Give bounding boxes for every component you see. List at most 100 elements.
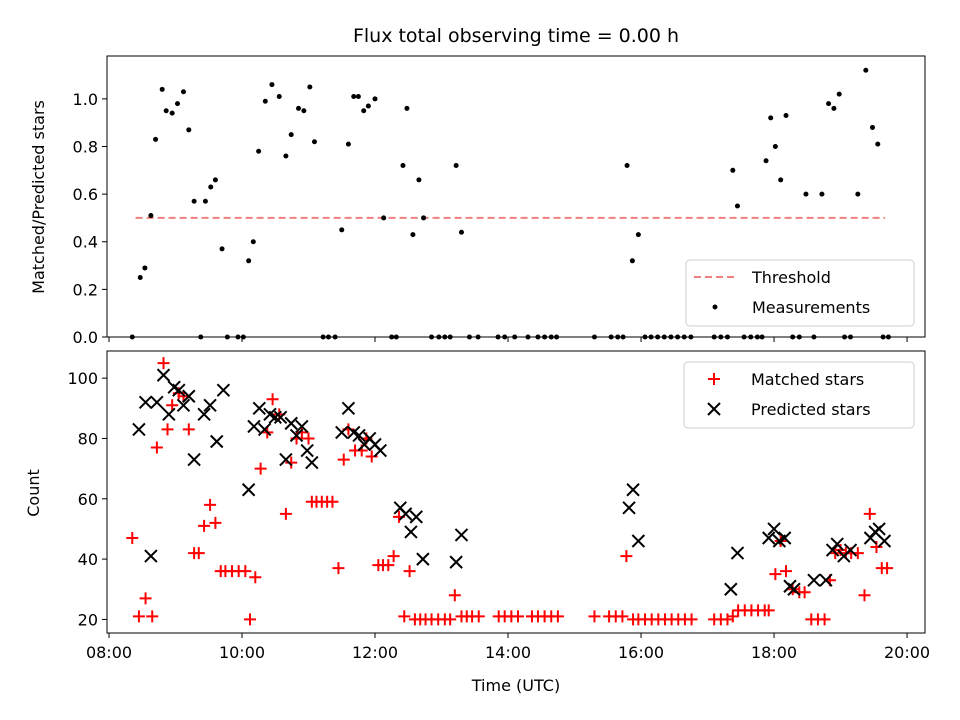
matched-star-point: [126, 531, 139, 544]
matched-star-point: [192, 547, 205, 560]
predicted-star-point: [279, 452, 293, 467]
predicted-star-point: [843, 543, 858, 557]
predicted-star-point: [257, 422, 272, 437]
measurement-point: [202, 198, 208, 204]
predicted-star-point: [767, 522, 781, 536]
measurements-layer: [129, 67, 891, 340]
predicted-star-point: [241, 483, 256, 497]
predicted-star-point: [404, 525, 418, 539]
x-axis-label: Time (UTC): [471, 676, 560, 695]
matched-star-point: [881, 562, 894, 575]
matched-star-point: [302, 432, 315, 445]
measurement-point: [453, 163, 459, 169]
measurement-point: [137, 274, 143, 280]
predicted-star-point: [631, 534, 646, 548]
predicted-star-point: [409, 510, 423, 524]
predicted-star-point: [724, 582, 738, 596]
bottom-panel: Count Time (UTC) 20 40 60 80 100 08:00 10:00 1…: [24, 350, 930, 695]
predicted-star-point: [730, 546, 745, 560]
bottom-y-tick-label: 100: [67, 369, 98, 388]
predicted-star-point: [807, 573, 821, 587]
predicted-star-point: [335, 425, 349, 440]
measurement-point: [629, 258, 635, 264]
matched-star-point: [398, 610, 411, 623]
top-panel: Flux total observing time = 0.00 h Match…: [29, 25, 926, 347]
top-y-ticks: 0.0 0.2 0.4 0.6 0.8 1.0: [73, 90, 107, 347]
legend-predicted-swatch: [707, 402, 721, 416]
matched-star-point: [620, 550, 633, 563]
predicted-star-point: [305, 455, 319, 470]
measurement-point: [404, 105, 410, 111]
predicted-star-point: [268, 410, 282, 425]
matched-star-point: [243, 613, 256, 626]
predicted-star-point: [144, 549, 158, 563]
predicted-star-point: [247, 419, 261, 434]
matched-star-point: [239, 565, 252, 578]
matched-star-point: [182, 423, 195, 436]
measurement-point: [288, 132, 294, 138]
predicted-star-point: [398, 507, 413, 521]
matched-star-point: [472, 610, 485, 623]
measurement-point: [212, 177, 218, 183]
predicted-star-point: [787, 582, 801, 596]
predicted-star-point: [777, 531, 792, 545]
predicted-star-point: [284, 416, 298, 431]
matched-star-point: [798, 586, 811, 599]
bottom-y-tick-label: 20: [78, 610, 98, 629]
measurement-point: [361, 108, 367, 114]
matched-star-point: [769, 568, 782, 581]
measurement-point: [869, 124, 875, 130]
matched-star-point: [204, 498, 217, 511]
predicted-star-point: [830, 537, 844, 551]
measurement-point: [186, 127, 192, 133]
measurement-point: [826, 101, 832, 107]
measurement-point: [180, 89, 186, 95]
matched-star-point: [403, 565, 416, 578]
predicted-star-point: [295, 419, 309, 434]
matched-star-point: [279, 507, 292, 520]
matched-star-point: [332, 562, 345, 575]
measurement-point: [301, 108, 307, 114]
measurement-point: [458, 229, 464, 235]
matched-star-point: [863, 507, 876, 520]
matched-star-point: [146, 610, 159, 623]
matched-star-point: [326, 495, 339, 508]
measurement-point: [410, 232, 416, 238]
predicted-star-point: [216, 383, 231, 397]
matched-star-point: [295, 426, 308, 439]
measurement-point: [381, 215, 387, 221]
matched-star-point: [157, 357, 170, 370]
measurement-point: [169, 110, 175, 116]
matched-star-point: [780, 565, 793, 578]
top-plot-frame: [106, 55, 926, 338]
matched-star-point: [132, 610, 145, 623]
top-y-tick-label: 0.0: [73, 328, 98, 347]
measurement-point: [831, 105, 837, 111]
measurement-point: [416, 177, 422, 183]
measurement-point: [153, 136, 159, 142]
matched-star-point: [139, 592, 152, 605]
matched-star-point: [387, 550, 400, 563]
bottom-plot-frame: [106, 350, 926, 634]
legend-measurements-swatch: [712, 304, 718, 310]
matched-star-point: [444, 613, 457, 626]
measurement-point: [635, 232, 641, 238]
predicted-star-point: [352, 428, 366, 443]
predicted-star-point: [872, 522, 886, 536]
measurement-point: [296, 105, 302, 111]
predicted-star-point: [197, 407, 211, 422]
matched-star-point: [198, 519, 211, 532]
x-tick-label: 10:00: [219, 643, 265, 662]
measurement-point: [763, 158, 769, 164]
measurement-point: [339, 227, 345, 233]
matched-star-point: [249, 571, 262, 584]
matched-star-point: [337, 453, 350, 466]
measurement-point: [345, 141, 351, 147]
matched-star-point: [150, 441, 163, 454]
predicted-star-point: [210, 434, 224, 449]
bottom-x-ticks: 08:00 10:00 12:00 14:00 16:00 18:00 20:00: [86, 633, 930, 662]
matched-star-point: [448, 589, 461, 602]
measurement-point: [803, 191, 809, 197]
top-y-tick-label: 1.0: [73, 90, 98, 109]
predicted-star-point: [273, 410, 288, 425]
